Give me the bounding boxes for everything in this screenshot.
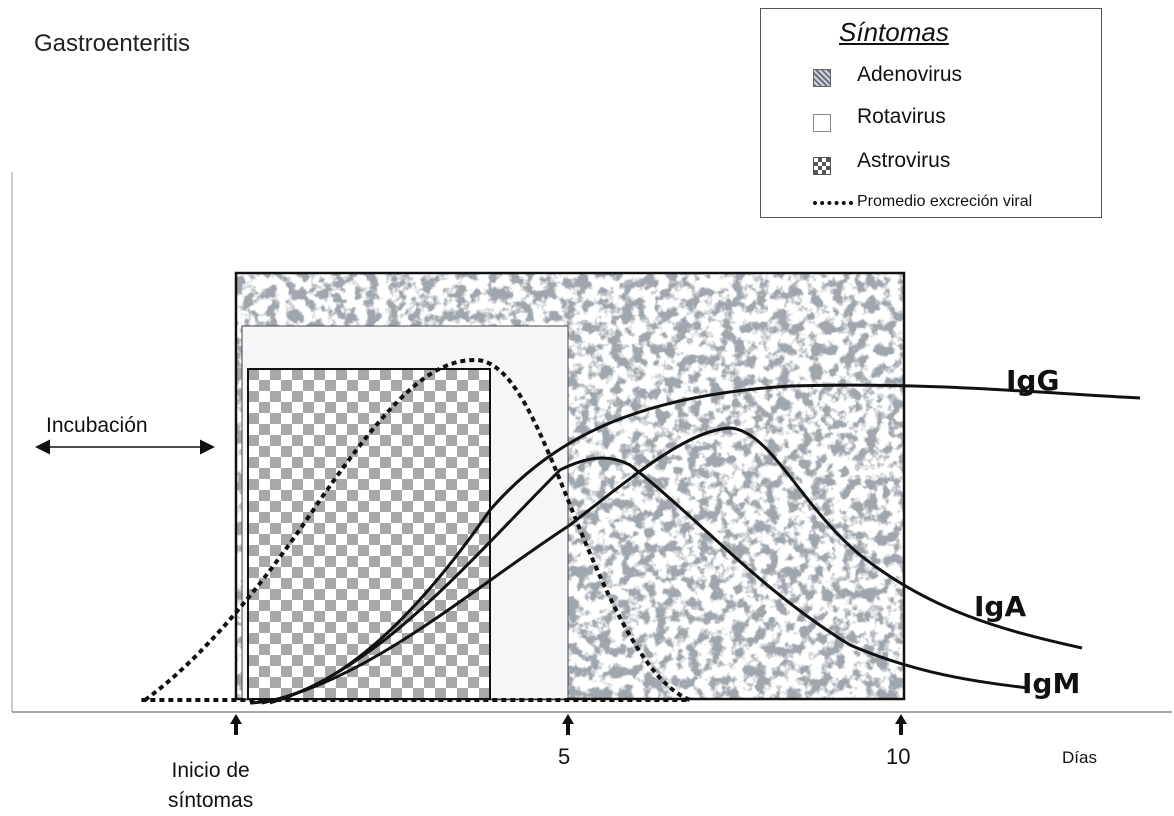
diagram-title: Gastroenteritis [34,30,191,57]
iga-curve [261,426,1083,705]
days-unit-label: Días [1062,748,1097,767]
igg-label: IgG [1006,364,1060,397]
legend-item-astrovirus: Astrovirus [857,149,951,172]
tick-label-5: 5 [558,744,571,769]
onset-label-line2: síntomas [168,789,254,812]
igg-curve [249,383,1141,705]
adenovirus-swatch [813,69,831,87]
legend-title: Síntomas [839,17,949,47]
incubation-label: Incubación [46,414,148,437]
tick-arrow-onset [230,714,242,735]
viral-excretion-swatch [813,201,853,205]
igm-label: IgM [1022,667,1081,700]
onset-label-line1: Inicio de [171,759,250,782]
onset-label: Inicio de síntomas [168,756,253,816]
legend: Síntomas Adenovirus Rotavirus Astrovirus… [760,8,1102,218]
tick-arrow-10 [895,714,907,735]
viral-excretion-curve [140,357,691,702]
legend-item-adenovirus: Adenovirus [857,63,963,86]
iga-label: IgA [974,590,1027,623]
astrovirus-swatch [813,157,831,175]
rotavirus-swatch [813,114,831,132]
legend-item-viral-excretion: Promedio excreción viral [857,193,1033,210]
astrovirus-region [247,368,491,700]
legend-item-rotavirus: Rotavirus [857,105,946,128]
tick-arrow-5 [562,714,574,735]
igm-curve [269,456,1029,705]
tick-label-10: 10 [886,744,911,769]
